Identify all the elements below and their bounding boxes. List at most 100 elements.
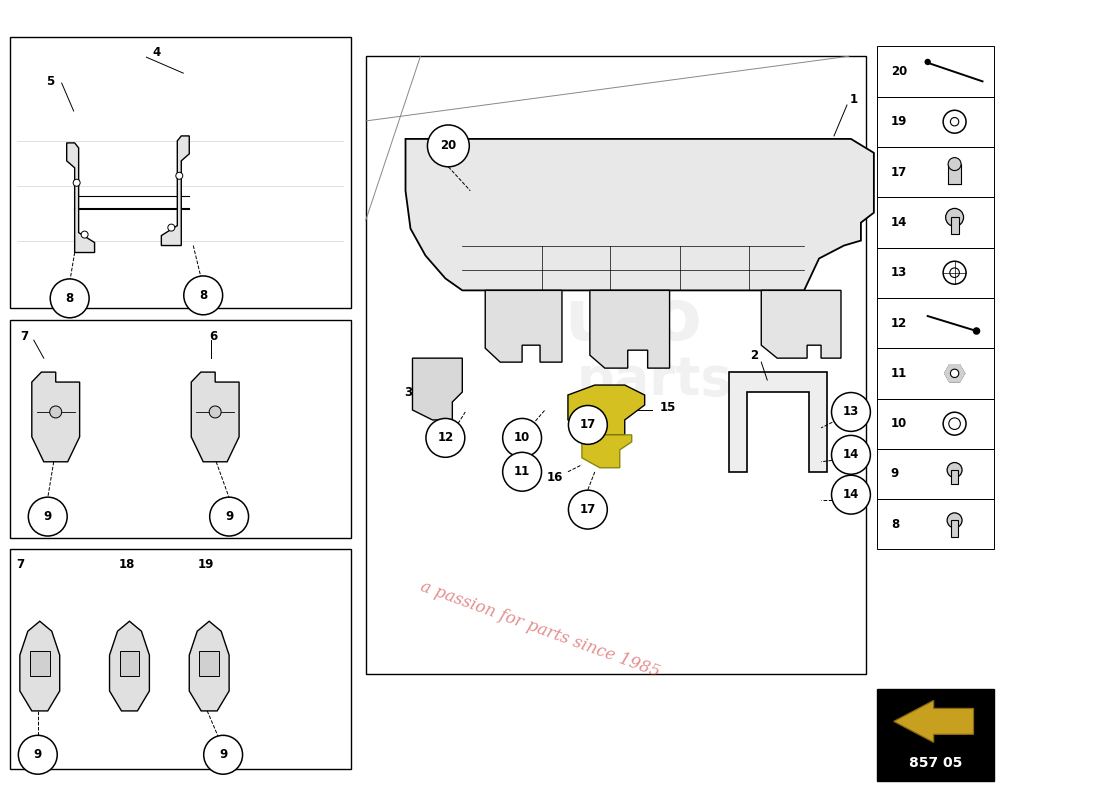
Bar <box>948 164 961 184</box>
Text: 4: 4 <box>152 46 161 58</box>
Bar <box>10 38 351 308</box>
Text: parts: parts <box>576 354 733 406</box>
Polygon shape <box>590 290 670 368</box>
Text: 18: 18 <box>119 558 134 571</box>
Text: 13: 13 <box>891 266 908 279</box>
Circle shape <box>972 327 980 334</box>
Polygon shape <box>568 385 645 435</box>
Circle shape <box>950 118 959 126</box>
Circle shape <box>832 393 870 431</box>
Polygon shape <box>412 358 462 420</box>
Polygon shape <box>110 622 150 711</box>
Text: 11: 11 <box>514 466 530 478</box>
Bar <box>199 651 219 676</box>
Text: 10: 10 <box>514 431 530 444</box>
Circle shape <box>19 735 57 774</box>
Circle shape <box>168 224 175 231</box>
Polygon shape <box>162 136 189 246</box>
Circle shape <box>569 490 607 529</box>
Bar <box>877 298 994 348</box>
Bar <box>10 320 351 538</box>
Bar <box>877 689 994 781</box>
Text: a passion for parts since 1985: a passion for parts since 1985 <box>418 578 662 681</box>
Text: 11: 11 <box>891 367 908 380</box>
Text: 1: 1 <box>850 93 858 106</box>
Text: 17: 17 <box>891 166 908 178</box>
Circle shape <box>949 268 959 278</box>
Circle shape <box>81 231 88 238</box>
Bar <box>877 449 994 499</box>
Bar <box>877 247 994 298</box>
Text: 9: 9 <box>219 748 228 762</box>
Text: 8: 8 <box>891 518 899 531</box>
Bar <box>30 651 50 676</box>
Circle shape <box>947 513 962 528</box>
Polygon shape <box>582 435 631 468</box>
Text: 14: 14 <box>843 488 859 501</box>
Text: 8: 8 <box>66 292 74 305</box>
Polygon shape <box>189 622 229 711</box>
Bar <box>950 520 958 538</box>
Bar <box>877 46 994 97</box>
Circle shape <box>428 125 470 167</box>
Circle shape <box>184 276 222 314</box>
Circle shape <box>943 262 966 284</box>
Circle shape <box>176 172 183 179</box>
Circle shape <box>50 406 62 418</box>
Circle shape <box>426 418 465 458</box>
Text: 5: 5 <box>45 74 54 88</box>
Text: 19: 19 <box>198 558 214 571</box>
Bar <box>877 348 994 398</box>
Circle shape <box>943 110 966 133</box>
Text: 7: 7 <box>20 330 28 342</box>
Bar <box>950 470 958 484</box>
Text: 12: 12 <box>891 317 908 330</box>
Text: 2: 2 <box>750 349 758 362</box>
Text: 3: 3 <box>405 386 412 398</box>
Circle shape <box>950 369 959 378</box>
Bar <box>877 198 994 247</box>
Polygon shape <box>20 622 59 711</box>
Bar <box>877 499 994 550</box>
Circle shape <box>74 179 80 186</box>
Circle shape <box>204 735 243 774</box>
Circle shape <box>832 435 870 474</box>
Circle shape <box>29 497 67 536</box>
Text: 9: 9 <box>226 510 233 523</box>
Circle shape <box>832 475 870 514</box>
Text: 7: 7 <box>15 558 24 571</box>
Circle shape <box>947 462 962 478</box>
Text: 8: 8 <box>199 289 207 302</box>
Circle shape <box>948 158 961 170</box>
Circle shape <box>569 406 607 444</box>
Text: 857 05: 857 05 <box>909 756 962 770</box>
Circle shape <box>943 412 966 435</box>
Circle shape <box>209 406 221 418</box>
Bar <box>877 97 994 147</box>
Text: 13: 13 <box>843 406 859 418</box>
Circle shape <box>51 279 89 318</box>
Circle shape <box>949 418 960 430</box>
Text: 17: 17 <box>580 503 596 516</box>
Text: 17: 17 <box>580 418 596 431</box>
Bar <box>877 147 994 198</box>
Polygon shape <box>32 372 79 462</box>
Polygon shape <box>406 139 873 290</box>
Text: 9: 9 <box>44 510 52 523</box>
Bar <box>950 218 958 234</box>
Polygon shape <box>191 372 239 462</box>
Text: 10: 10 <box>891 417 908 430</box>
Polygon shape <box>729 372 827 472</box>
Text: 16: 16 <box>547 471 563 484</box>
Text: 14: 14 <box>843 448 859 462</box>
Polygon shape <box>67 143 95 253</box>
Text: 20: 20 <box>440 139 456 152</box>
Polygon shape <box>761 290 842 358</box>
Text: 6: 6 <box>209 330 218 342</box>
Bar <box>120 651 140 676</box>
Text: 9: 9 <box>891 467 899 481</box>
Bar <box>877 398 994 449</box>
Text: 12: 12 <box>437 431 453 444</box>
Text: 15: 15 <box>659 402 675 414</box>
Circle shape <box>503 452 541 491</box>
